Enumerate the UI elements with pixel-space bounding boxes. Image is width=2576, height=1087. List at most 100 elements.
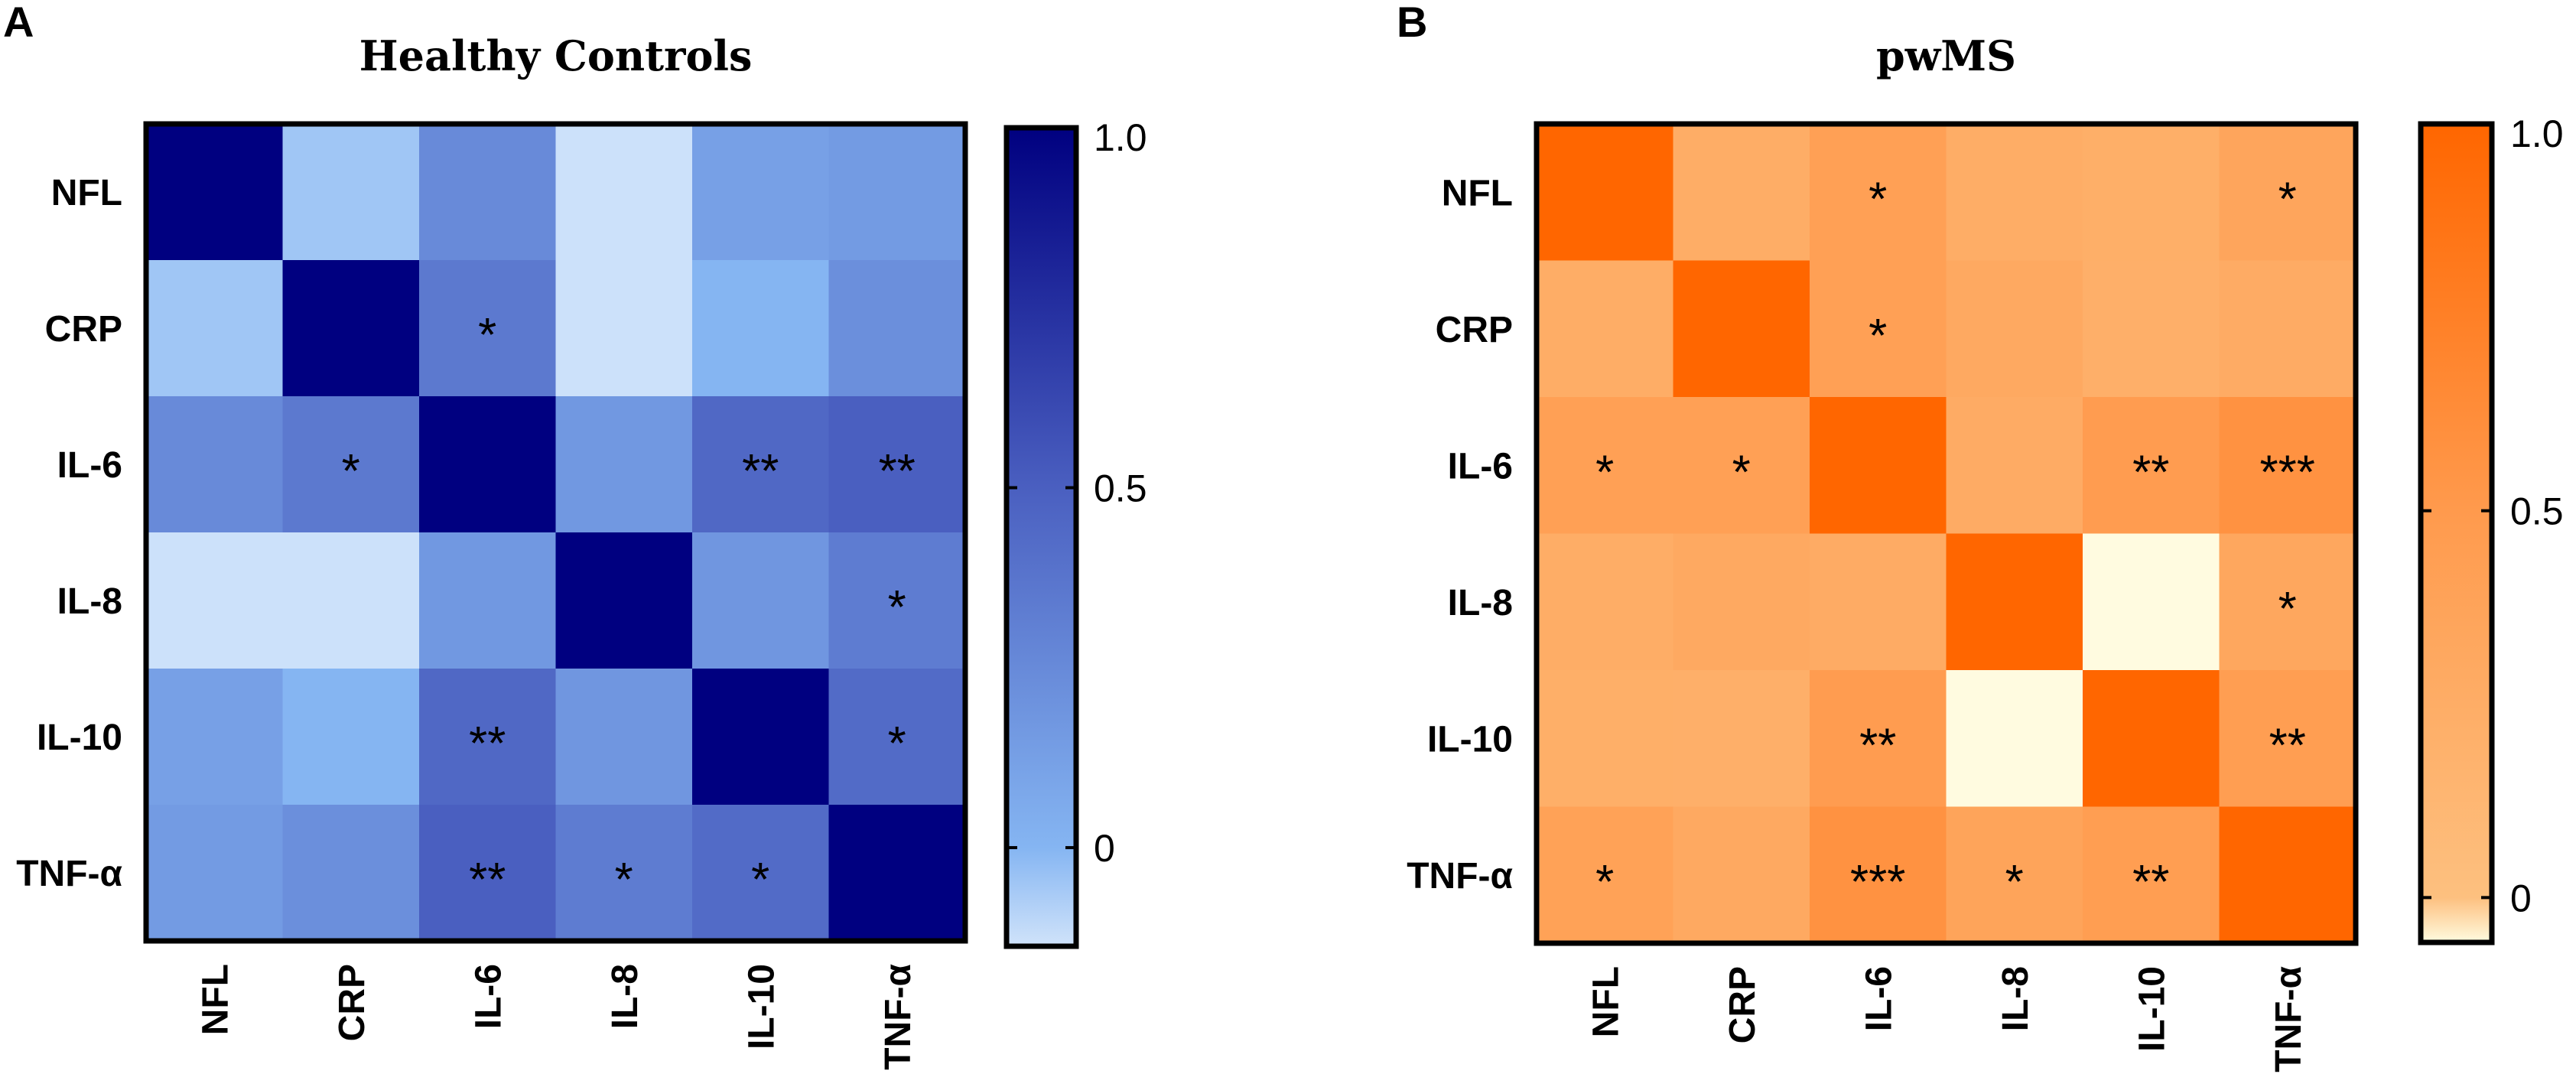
heatmap-cell-3-0 (1537, 533, 1674, 671)
heatmap-cell-2-0 (146, 396, 284, 533)
significance-mark: * (1869, 310, 1887, 363)
heatmap-cell-2-3 (1946, 397, 2083, 535)
heatmap-cell-4-5 (2219, 670, 2356, 808)
heatmap-cell-2-1 (1673, 397, 1810, 535)
heatmap-cell-0-1 (1673, 124, 1810, 262)
heatmap-cell-3-3 (1946, 533, 2083, 671)
heatmap-cell-0-0 (1537, 124, 1674, 262)
heatmap-cell-4-2 (419, 669, 557, 805)
significance-mark: * (1595, 856, 1614, 909)
heatmap-cell-2-3 (555, 396, 693, 533)
heatmap-cell-1-3 (1946, 260, 2083, 398)
heatmap-cell-2-2 (1810, 397, 1947, 535)
heatmap-cell-5-1 (282, 805, 420, 942)
column-label: IL-6 (468, 964, 509, 1029)
heatmap-cell-1-1 (1673, 260, 1810, 398)
heatmap-cell-0-3 (1946, 124, 2083, 262)
chart-title: pwMS (1876, 31, 2016, 80)
heatmap-cell-4-0 (1537, 670, 1674, 808)
panel-letter: A (3, 0, 34, 46)
heatmap-cell-5-2 (419, 805, 557, 942)
row-label: IL-10 (1427, 719, 1513, 760)
heatmap-cell-0-5 (828, 124, 966, 261)
significance-mark: * (888, 718, 906, 770)
heatmap-border (1534, 121, 2359, 946)
heatmap-cell-3-1 (1673, 533, 1810, 671)
colorbar (1003, 125, 1079, 949)
significance-mark: ** (2132, 446, 2169, 499)
heatmap-cell-5-0 (1537, 806, 1674, 944)
heatmap-cell-0-2 (419, 124, 557, 261)
heatmap-cell-3-3 (555, 532, 693, 669)
heatmap-cell-0-5 (2219, 124, 2356, 262)
heatmap-cell-1-0 (146, 260, 284, 397)
heatmap-cell-4-0 (146, 669, 284, 805)
heatmap-cell-1-2 (1810, 260, 1947, 398)
heatmap-border (143, 121, 968, 944)
significance-mark: ** (742, 445, 779, 498)
significance-mark: * (478, 309, 496, 362)
heatmap-cell-5-1 (1673, 806, 1810, 944)
colorbar-tick-label: 0.5 (1094, 467, 1147, 510)
heatmap-cell-4-4 (2083, 670, 2220, 808)
heatmap-cell-1-5 (2219, 260, 2356, 398)
significance-mark: * (342, 445, 360, 498)
heatmap-cell-2-2 (419, 396, 557, 533)
heatmap-cell-1-0 (1537, 260, 1674, 398)
significance-mark: ** (2269, 719, 2306, 772)
heatmap-cell-1-4 (692, 260, 830, 397)
heatmap-cell-5-5 (828, 805, 966, 942)
heatmap-cell-4-4 (692, 669, 830, 805)
colorbar-tick-label: 1.0 (2510, 112, 2564, 155)
heatmap-cell-0-4 (692, 124, 830, 261)
heatmap-cell-4-2 (1810, 670, 1947, 808)
colorbar (2418, 121, 2495, 945)
significance-mark: * (615, 854, 633, 906)
row-label: NFL (1442, 173, 1513, 213)
colorbar-tick-label: 1.0 (1094, 116, 1147, 159)
significance-mark: ** (879, 445, 916, 498)
heatmap-cell-0-3 (555, 124, 693, 261)
row-label: IL-6 (57, 445, 122, 486)
heatmap-cell-3-4 (2083, 533, 2220, 671)
column-label: IL-8 (1995, 966, 2036, 1031)
heatmap-cell-4-1 (1673, 670, 1810, 808)
heatmap-cell-0-2 (1810, 124, 1947, 262)
heatmap-cell-5-3 (555, 805, 693, 942)
row-label: CRP (1436, 310, 1513, 350)
heatmap-cell-3-5 (2219, 533, 2356, 671)
colorbar-tick-label: 0.5 (2510, 490, 2564, 533)
heatmap-cell-5-3 (1946, 806, 2083, 944)
heatmap-cell-4-5 (828, 669, 966, 805)
significance-mark: * (751, 854, 769, 906)
panel-letter: B (1397, 0, 1427, 46)
heatmap-cell-2-5 (828, 396, 966, 533)
column-label: CRP (332, 964, 372, 1041)
heatmap-cell-1-5 (828, 260, 966, 397)
significance-mark: *** (2260, 446, 2315, 499)
heatmap-cell-0-1 (282, 124, 420, 261)
heatmap-cell-4-3 (555, 669, 693, 805)
column-label: IL-10 (2132, 966, 2172, 1052)
heatmap-cell-2-5 (2219, 397, 2356, 535)
heatmap-cell-3-2 (419, 532, 557, 669)
significance-mark: * (2005, 856, 2024, 909)
column-label: IL-10 (741, 964, 782, 1050)
heatmap-cell-2-4 (692, 396, 830, 533)
column-label: NFL (1586, 966, 1626, 1037)
heatmap-cell-0-0 (146, 124, 284, 261)
column-label: TNF-α (2269, 966, 2309, 1072)
column-label: IL-8 (605, 964, 646, 1029)
row-label: IL-10 (37, 718, 122, 758)
heatmap-cell-3-4 (692, 532, 830, 669)
row-label: IL-8 (57, 581, 122, 622)
significance-mark: * (1732, 446, 1751, 499)
heatmap-cell-3-0 (146, 532, 284, 669)
row-label: IL-6 (1448, 446, 1513, 487)
heatmap-cell-1-1 (282, 260, 420, 397)
significance-mark: * (888, 581, 906, 634)
heatmap-cell-2-4 (2083, 397, 2220, 535)
row-label: TNF-α (1407, 856, 1513, 897)
